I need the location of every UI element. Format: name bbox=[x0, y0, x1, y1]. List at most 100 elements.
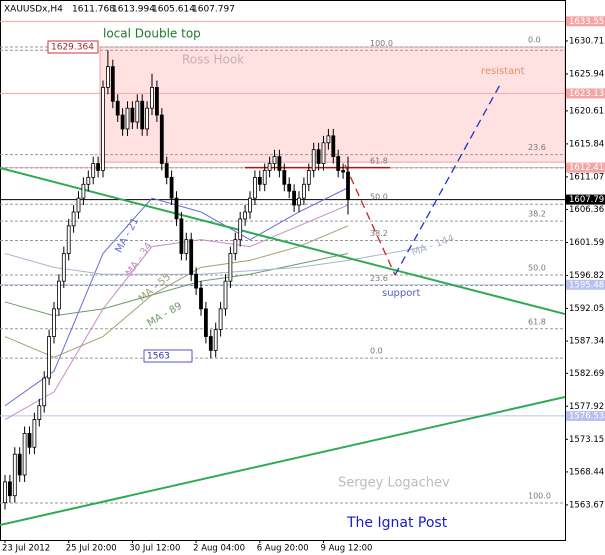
candle-body bbox=[331, 135, 336, 158]
candle-body bbox=[233, 239, 238, 254]
candle-body bbox=[164, 163, 169, 178]
ma-label: MA - 89 bbox=[146, 301, 185, 330]
candle-body bbox=[203, 308, 208, 337]
candle-body bbox=[115, 100, 120, 116]
candle-body bbox=[346, 171, 350, 200]
projection bbox=[344, 164, 396, 276]
level-tag bbox=[566, 88, 605, 99]
candle-body bbox=[243, 211, 248, 220]
candle-body bbox=[326, 135, 331, 144]
header-value: 1613.994 bbox=[112, 5, 155, 15]
candle-body bbox=[145, 107, 150, 130]
candle-body bbox=[71, 211, 76, 227]
fib-label: 38.2 bbox=[528, 210, 546, 219]
candle-body bbox=[140, 100, 145, 130]
candle-body bbox=[341, 170, 346, 173]
level-tag bbox=[566, 194, 605, 205]
moving-average bbox=[4, 253, 349, 317]
annotation: resistant bbox=[481, 66, 525, 77]
fib-label: 23.6 bbox=[528, 143, 546, 152]
x-tick-label: 23 Jul 2012 bbox=[2, 544, 50, 554]
moving-average bbox=[4, 204, 349, 421]
level-label: 1612.41 bbox=[569, 163, 604, 173]
x-tick-label: 9 Aug 12:00 bbox=[321, 544, 373, 554]
fib-label: 0.0 bbox=[528, 35, 541, 44]
plot: Ross Hook 100.0 61.8 50.0 38.2 23.6 0.0 0.0 23.6… bbox=[0, 20, 565, 531]
trendline bbox=[0, 396, 565, 527]
y-tick-label: 1563.67 bbox=[569, 500, 604, 510]
ma-label: MA - 21 bbox=[114, 216, 142, 255]
level-label: 1595.48 bbox=[569, 280, 604, 290]
fib-label: 100.0 bbox=[370, 39, 393, 48]
y-tick-label: 1630.71 bbox=[569, 36, 604, 46]
candle-body bbox=[277, 156, 282, 171]
candle-body bbox=[27, 433, 32, 448]
price-box bbox=[47, 40, 99, 54]
candle-body bbox=[66, 225, 71, 254]
candle-body bbox=[306, 170, 311, 185]
candle-body bbox=[174, 197, 179, 220]
candle-body bbox=[52, 308, 56, 337]
annotation: local Double top bbox=[103, 27, 201, 41]
y-tick-label: 1620.61 bbox=[569, 106, 604, 116]
candle-body bbox=[96, 163, 100, 171]
level-tag bbox=[566, 410, 605, 421]
candle-body bbox=[228, 253, 233, 282]
fib-label: 50.0 bbox=[370, 193, 388, 202]
candle-body bbox=[208, 336, 213, 351]
candle-body bbox=[252, 176, 257, 199]
candle-body bbox=[282, 170, 287, 185]
y-tick-label: 1568.44 bbox=[569, 467, 604, 477]
price-box-label: 1629.364 bbox=[51, 43, 94, 53]
y-tick-label: 1577.92 bbox=[569, 402, 604, 412]
fib-label: 100.0 bbox=[528, 491, 551, 500]
candle-body bbox=[22, 433, 27, 476]
candle-body bbox=[12, 453, 17, 497]
candle-body bbox=[32, 419, 37, 448]
annotation: support bbox=[382, 288, 420, 299]
fib-label: 0.0 bbox=[370, 347, 383, 356]
candle-body bbox=[91, 163, 96, 178]
projection bbox=[394, 84, 501, 276]
zone-label: Ross Hook bbox=[182, 53, 244, 67]
candle-body bbox=[184, 239, 189, 254]
candle-body bbox=[61, 253, 66, 282]
candle-body bbox=[76, 197, 81, 213]
candle-body bbox=[86, 176, 91, 185]
moving-average bbox=[4, 246, 427, 275]
y-tick-label: 1582.69 bbox=[569, 369, 604, 379]
candle-body bbox=[248, 197, 252, 213]
x-tick-label: 30 Jul 12:00 bbox=[129, 544, 180, 554]
y-tick-label: 1611.07 bbox=[569, 172, 604, 182]
fib-label: 50.0 bbox=[528, 263, 546, 272]
candle-body bbox=[257, 176, 262, 185]
candle-body bbox=[169, 176, 174, 199]
candle-body bbox=[159, 114, 164, 164]
y-tick-label: 1625.94 bbox=[569, 69, 604, 79]
candle-body bbox=[110, 66, 115, 102]
level-tag bbox=[566, 16, 605, 27]
candle-body bbox=[292, 190, 297, 206]
annotation: The Ignat Post bbox=[346, 515, 448, 531]
candle-body bbox=[301, 183, 306, 199]
y-tick-label: 1592.05 bbox=[569, 304, 604, 314]
candle-body bbox=[218, 308, 223, 331]
level-label: 1576.53 bbox=[569, 411, 604, 421]
candle-body bbox=[37, 405, 42, 420]
candle-body bbox=[47, 336, 51, 379]
header-value: 1607.797 bbox=[192, 5, 235, 15]
candle-body bbox=[194, 273, 199, 289]
candle-body bbox=[150, 87, 154, 109]
y-tick-label: 1615.84 bbox=[569, 139, 604, 149]
y-tick-label: 1606.36 bbox=[569, 205, 604, 215]
ma-label: MA - 144 bbox=[410, 233, 456, 259]
candle-body bbox=[189, 239, 194, 275]
fib-label: 23.6 bbox=[370, 274, 388, 283]
level-label: 1607.79 bbox=[569, 195, 604, 205]
candle-body bbox=[135, 100, 140, 123]
candle-body bbox=[316, 149, 321, 164]
candle-body bbox=[154, 87, 159, 116]
level-tag bbox=[566, 162, 605, 173]
candle-body bbox=[336, 156, 341, 171]
